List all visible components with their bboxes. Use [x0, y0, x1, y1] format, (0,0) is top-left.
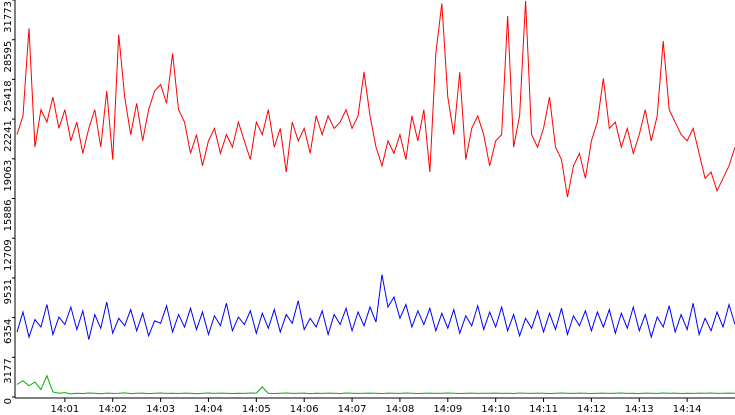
x-tick-label: 14:08: [386, 404, 415, 415]
x-tick-label: 14:03: [146, 404, 175, 415]
x-tick-label: 14:04: [194, 404, 223, 415]
x-tick-label: 14:02: [98, 404, 127, 415]
x-tick-label: 14:01: [50, 404, 79, 415]
series-line: [16, 374, 735, 395]
series-line: [16, 274, 735, 340]
x-tick-label: 14:14: [673, 404, 702, 415]
series-line: [16, 0, 735, 198]
y-tick-label: 31773: [3, 1, 14, 33]
x-tick-label: 14:12: [577, 404, 606, 415]
x-tick-label: 14:07: [338, 404, 367, 415]
y-tick-label: 15886: [3, 200, 14, 232]
y-tick-label: 0: [3, 398, 14, 404]
y-tick-label: 22241: [3, 120, 14, 152]
x-tick-label: 14:05: [242, 404, 271, 415]
y-tick-label: 12709: [3, 239, 14, 271]
x-tick-label: 14:13: [625, 404, 654, 415]
y-tick-label: 25418: [3, 80, 14, 112]
y-tick-label: 19063: [3, 160, 14, 192]
x-tick-label: 14:10: [481, 404, 510, 415]
y-tick-label: 3177: [3, 358, 14, 383]
x-tick-label: 14:06: [290, 404, 319, 415]
y-tick-label: 6354: [3, 319, 14, 344]
x-tick-label: 14:09: [433, 404, 462, 415]
y-tick-label: 9531: [3, 279, 14, 304]
x-tick-label: 14:11: [529, 404, 558, 415]
y-tick-label: 28595: [3, 41, 14, 73]
